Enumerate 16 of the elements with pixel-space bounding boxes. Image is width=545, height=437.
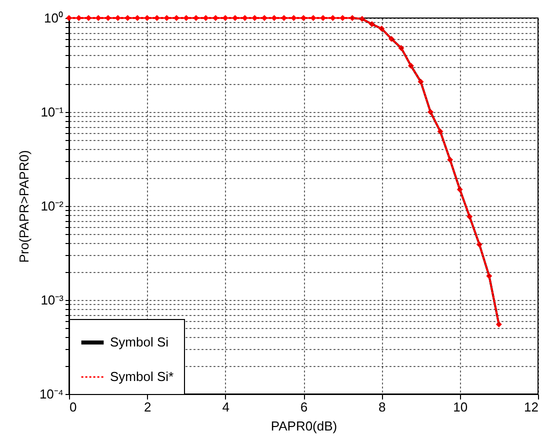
x-tick-label: 12 — [524, 400, 538, 414]
y-tick-label: 10⁻² — [40, 198, 64, 214]
x-tick-label: 2 — [144, 400, 152, 414]
x-tick-label: 8 — [378, 400, 386, 414]
y-tick-label: 10⁰ — [44, 10, 64, 26]
x-tick-label: 4 — [222, 400, 230, 414]
legend-label: Symbol Si — [110, 334, 169, 350]
y-axis-title: Pro(PAPR>PAPR0) — [16, 150, 32, 263]
x-tick-label: 10 — [453, 400, 468, 414]
y-tick-label: 10⁻¹ — [40, 104, 64, 120]
legend-label: Symbol Si* — [110, 369, 174, 384]
y-tick-label: 10⁻³ — [40, 292, 64, 308]
x-tick-label: 0 — [70, 400, 77, 414]
y-tick-label: 10⁻⁴ — [39, 386, 64, 402]
x-axis-title: PAPR0(dB) — [270, 418, 338, 434]
x-tick-label: 6 — [300, 400, 308, 414]
